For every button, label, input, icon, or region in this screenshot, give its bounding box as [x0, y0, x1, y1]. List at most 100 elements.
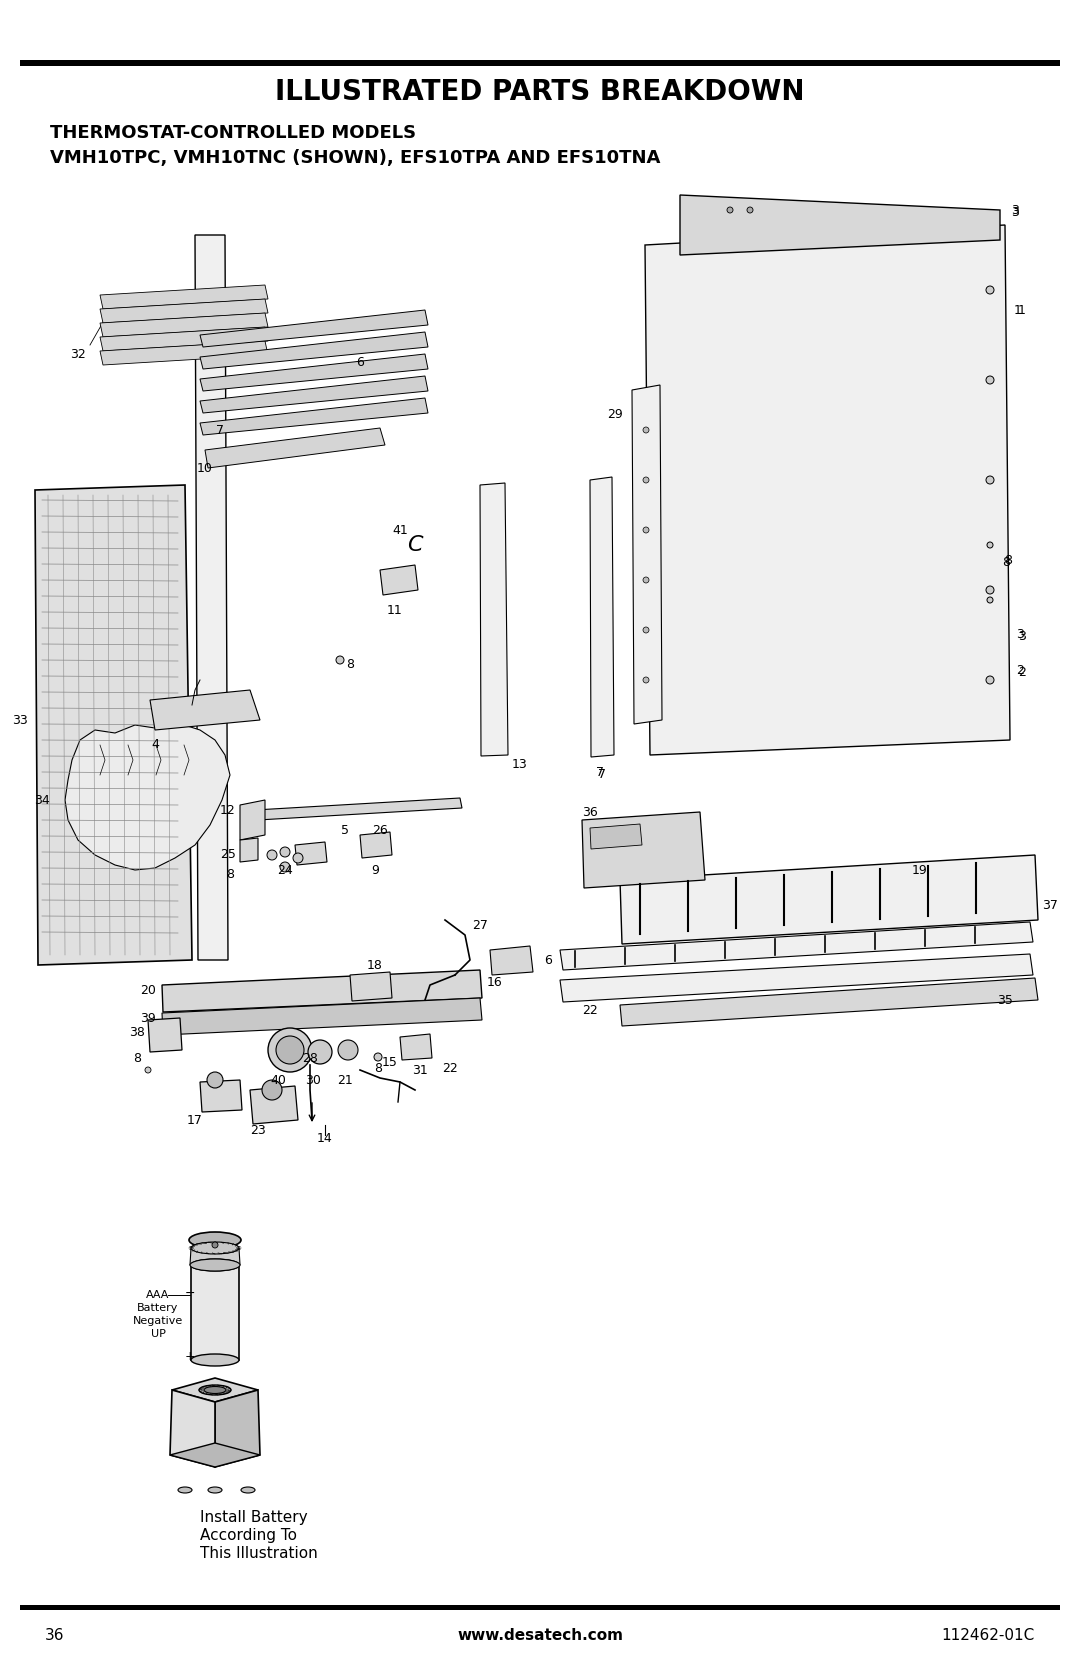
Polygon shape	[645, 225, 1010, 754]
Text: 36: 36	[582, 806, 598, 819]
Text: 31: 31	[413, 1063, 428, 1077]
Text: 20: 20	[140, 983, 156, 996]
Ellipse shape	[190, 1258, 240, 1272]
Polygon shape	[561, 921, 1032, 970]
Ellipse shape	[191, 1258, 239, 1272]
Circle shape	[747, 207, 753, 214]
Text: 14: 14	[318, 1132, 333, 1145]
Text: 28: 28	[302, 1051, 318, 1065]
Text: 5: 5	[341, 823, 349, 836]
Text: ILLUSTRATED PARTS BREAKDOWN: ILLUSTRATED PARTS BREAKDOWN	[275, 78, 805, 107]
Circle shape	[643, 577, 649, 582]
Text: 1: 1	[1018, 304, 1026, 317]
Polygon shape	[380, 566, 418, 596]
Text: 7: 7	[596, 766, 604, 779]
Text: THERMOSTAT-CONTROLLED MODELS: THERMOSTAT-CONTROLLED MODELS	[50, 124, 416, 142]
Polygon shape	[162, 998, 482, 1035]
Text: 26: 26	[373, 823, 388, 836]
Text: 12: 12	[220, 803, 235, 816]
Ellipse shape	[208, 1487, 222, 1494]
Text: C: C	[407, 536, 422, 556]
Text: 41: 41	[392, 524, 408, 536]
Circle shape	[267, 850, 276, 860]
Text: 37: 37	[1042, 898, 1058, 911]
Ellipse shape	[178, 1487, 192, 1494]
Text: 29: 29	[607, 409, 623, 422]
Polygon shape	[249, 1087, 298, 1123]
Polygon shape	[170, 1444, 260, 1467]
Circle shape	[280, 861, 291, 871]
Text: 22: 22	[582, 1003, 598, 1016]
Text: 33: 33	[12, 714, 28, 726]
Text: 8: 8	[1004, 554, 1012, 566]
Polygon shape	[162, 970, 482, 1011]
Circle shape	[643, 628, 649, 633]
Polygon shape	[205, 427, 384, 467]
Ellipse shape	[191, 1242, 239, 1253]
Text: 11: 11	[387, 604, 403, 616]
Polygon shape	[350, 971, 392, 1001]
Polygon shape	[195, 235, 228, 960]
Circle shape	[293, 853, 303, 863]
Polygon shape	[100, 299, 268, 324]
Polygon shape	[100, 340, 268, 366]
Text: 3: 3	[1016, 629, 1024, 641]
Circle shape	[268, 1028, 312, 1071]
Circle shape	[986, 676, 994, 684]
Text: 10: 10	[197, 462, 213, 474]
Text: 21: 21	[337, 1073, 353, 1087]
Text: 6: 6	[356, 355, 364, 369]
Circle shape	[986, 285, 994, 294]
Text: AAA: AAA	[146, 1290, 170, 1300]
Text: 17: 17	[187, 1113, 203, 1127]
Text: 8: 8	[374, 1061, 382, 1075]
Circle shape	[987, 542, 993, 547]
Text: 3: 3	[1018, 631, 1026, 644]
Polygon shape	[35, 486, 192, 965]
Text: +: +	[185, 1350, 195, 1362]
Text: www.desatech.com: www.desatech.com	[457, 1627, 623, 1642]
Circle shape	[280, 846, 291, 856]
Polygon shape	[360, 833, 392, 858]
Polygon shape	[100, 285, 268, 309]
Text: VMH10TPC, VMH10TNC (SHOWN), EFS10TPA AND EFS10TNA: VMH10TPC, VMH10TNC (SHOWN), EFS10TPA AND…	[50, 149, 660, 167]
Text: 27: 27	[472, 918, 488, 931]
Text: 34: 34	[35, 793, 50, 806]
Polygon shape	[295, 841, 327, 865]
Polygon shape	[620, 978, 1038, 1026]
Polygon shape	[240, 799, 265, 840]
Text: 30: 30	[305, 1073, 321, 1087]
Text: According To: According To	[200, 1527, 297, 1542]
Polygon shape	[148, 1018, 183, 1051]
Circle shape	[986, 476, 994, 484]
Text: 8: 8	[1002, 556, 1010, 569]
Circle shape	[643, 678, 649, 683]
Polygon shape	[150, 689, 260, 729]
Polygon shape	[170, 1390, 215, 1467]
Text: 2: 2	[1018, 666, 1026, 679]
Text: 32: 32	[70, 349, 86, 362]
Text: 9: 9	[372, 863, 379, 876]
Polygon shape	[65, 723, 230, 870]
Text: Battery: Battery	[137, 1303, 178, 1314]
Text: This Illustration: This Illustration	[200, 1545, 318, 1561]
Polygon shape	[200, 332, 428, 369]
Polygon shape	[200, 397, 428, 436]
Polygon shape	[561, 955, 1032, 1001]
Polygon shape	[200, 354, 428, 391]
Text: 23: 23	[251, 1123, 266, 1137]
Polygon shape	[215, 1390, 260, 1467]
Polygon shape	[620, 855, 1038, 945]
Circle shape	[374, 1053, 382, 1061]
Text: 2: 2	[1016, 664, 1024, 676]
Polygon shape	[590, 477, 615, 758]
Text: 1: 1	[1014, 304, 1022, 317]
Polygon shape	[200, 310, 428, 347]
Ellipse shape	[204, 1387, 226, 1394]
Text: 13: 13	[512, 758, 528, 771]
Text: 7: 7	[216, 424, 224, 437]
Text: Negative: Negative	[133, 1315, 184, 1325]
Polygon shape	[582, 813, 705, 888]
Circle shape	[212, 1242, 218, 1248]
Polygon shape	[100, 327, 268, 350]
